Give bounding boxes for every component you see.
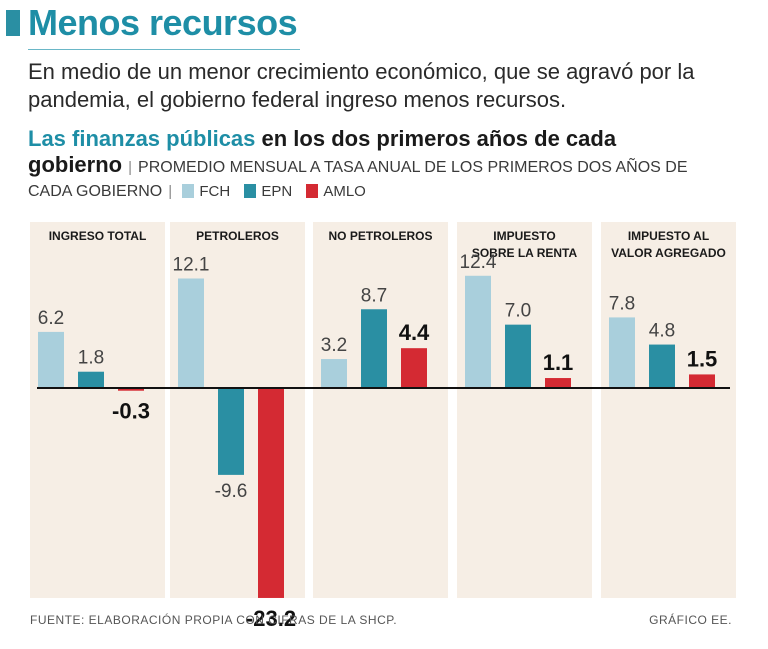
- data-label: 3.2: [321, 335, 347, 356]
- bar-amlo: [258, 388, 284, 598]
- bar-epn: [505, 324, 531, 388]
- chart-header: Las finanzas públicas en los dos primero…: [28, 126, 748, 204]
- page-title: Menos recursos: [28, 2, 298, 43]
- bar-amlo: [545, 378, 571, 388]
- category-label: PETROLEROS: [196, 229, 279, 243]
- data-label: -9.6: [215, 481, 248, 502]
- legend-label-epn: EPN: [261, 183, 293, 200]
- data-label: 7.8: [609, 293, 635, 314]
- data-label: 1.5: [687, 346, 718, 371]
- legend-swatch-epn: [244, 184, 257, 198]
- data-label: 4.4: [399, 320, 430, 345]
- title-accent-bar: [6, 10, 20, 36]
- category-label: NO PETROLEROS: [328, 229, 432, 243]
- chart-title-rest: en los dos primeros años de cada: [255, 126, 617, 151]
- separator: |: [168, 183, 173, 200]
- chart-title-gobierno: gobierno: [28, 152, 123, 177]
- legend-label-fch: FCH: [199, 183, 231, 200]
- data-label: 1.8: [78, 348, 104, 369]
- legend-swatch-amlo: [306, 184, 319, 198]
- legend-swatch-fch: [182, 184, 195, 198]
- bar-fch: [178, 278, 204, 388]
- bar-epn: [218, 388, 244, 475]
- bar-fch: [609, 317, 635, 388]
- category-label: VALOR AGREGADO: [611, 246, 726, 260]
- data-label: 7.0: [505, 301, 531, 322]
- page-subtitle: En medio de un menor crecimiento económi…: [28, 59, 695, 112]
- data-label: 4.8: [649, 321, 675, 342]
- category-panel: [30, 222, 165, 598]
- data-label: 8.7: [361, 285, 387, 306]
- bar-amlo: [689, 374, 715, 388]
- data-label: 6.2: [38, 308, 64, 329]
- data-label: 1.1: [543, 350, 574, 375]
- legend-amlo: AMLO: [306, 183, 366, 200]
- bar-fch: [465, 275, 491, 388]
- category-label: SOBRE LA RENTA: [472, 246, 578, 260]
- chart-description-line-2: CADA GOBIERNO | FCH EPN AMLO: [28, 180, 748, 204]
- legend-fch: FCH: [182, 183, 230, 200]
- bar-fch: [38, 331, 64, 388]
- legend-label-amlo: AMLO: [323, 183, 366, 200]
- chart-title-accent: Las finanzas públicas: [28, 126, 256, 151]
- bar-fch: [321, 359, 347, 388]
- bar-epn: [649, 344, 675, 388]
- data-label: 12.1: [173, 254, 210, 275]
- graphic-credit: GRÁFICO EE.: [649, 613, 732, 627]
- bar-epn: [361, 309, 387, 388]
- bar-amlo: [118, 388, 144, 391]
- chart-description-1: PROMEDIO MENSUAL A TASA ANUAL DE LOS PRI…: [138, 159, 688, 176]
- legend-epn: EPN: [244, 183, 292, 200]
- category-label: INGRESO TOTAL: [49, 229, 147, 243]
- category-panel: [313, 222, 448, 598]
- chart-title-line-1: Las finanzas públicas en los dos primero…: [28, 126, 748, 152]
- bar-amlo: [401, 348, 427, 388]
- data-label: -23.2: [246, 606, 296, 631]
- category-label: IMPUESTO: [493, 229, 555, 243]
- chart-title-line-2: gobierno | PROMEDIO MENSUAL A TASA ANUAL D…: [28, 152, 748, 180]
- source-note: FUENTE: ELABORACIÓN PROPIA CON CIFRAS DE…: [30, 613, 398, 627]
- category-label: IMPUESTO AL: [628, 229, 709, 243]
- category-panel: [601, 222, 736, 598]
- title-rule: [28, 49, 300, 50]
- data-label: -0.3: [112, 399, 150, 424]
- data-label: 12.4: [460, 252, 497, 273]
- separator: |: [128, 159, 133, 176]
- bar-epn: [78, 371, 104, 388]
- chart-description-2: CADA GOBIERNO: [28, 183, 163, 200]
